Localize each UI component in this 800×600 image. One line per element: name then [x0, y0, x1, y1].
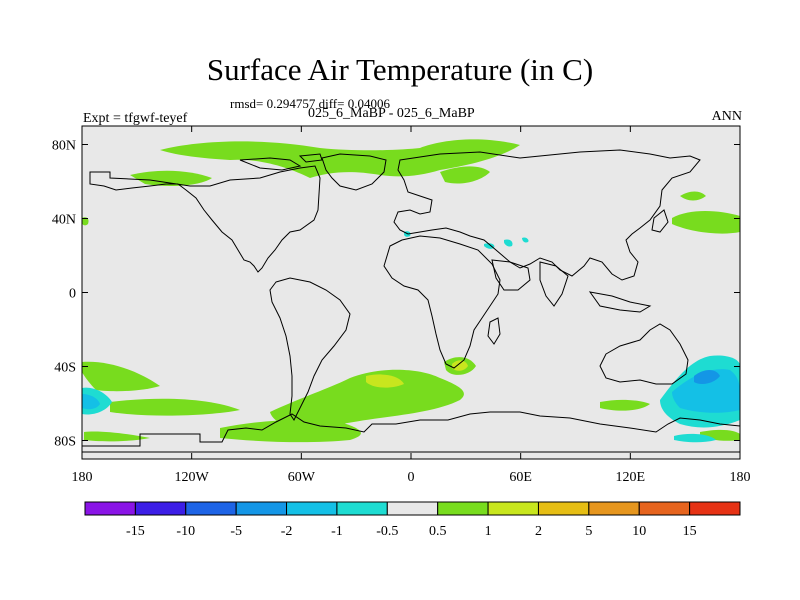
colorbar-swatch [235, 501, 288, 516]
x-tick-label: 0 [408, 470, 415, 485]
anomaly-cyan-antarctic-east [674, 433, 716, 443]
coastline-greenland [321, 153, 387, 191]
coastline-north-america [89, 165, 321, 273]
colorbar-swatch [336, 501, 388, 516]
coastline-south-america [269, 277, 351, 421]
x-tick-label: 120E [616, 470, 646, 485]
x-tick-label: 120W [175, 470, 210, 485]
experiment-label: Expt = tfgwf-teyef [83, 111, 188, 126]
colorbar-label: -0.5 [376, 524, 398, 539]
anomaly-deepblue-new-zealand [694, 370, 720, 384]
colorbar: -15 -10 -5 -2 -1 -0.5 0.5 1 2 5 10 15 [84, 501, 741, 539]
colorbar-label: -2 [281, 524, 293, 539]
anomaly-green-arctic [160, 139, 520, 178]
anomaly-green-west-edge [82, 217, 89, 226]
colorbar-swatch [689, 501, 741, 516]
colorbar-swatch [185, 501, 237, 516]
y-tick-label: 80N [52, 139, 76, 154]
coastline-madagascar [487, 317, 501, 345]
y-tick-label: 40N [52, 213, 76, 228]
anomaly-blue-new-zealand [672, 369, 740, 413]
colorbar-label: -5 [230, 524, 242, 539]
coastline-japan [651, 209, 669, 233]
x-tick-label: 60W [288, 470, 316, 485]
anomaly-green-pacific-ne [672, 191, 740, 234]
colorbar-swatch [537, 501, 590, 516]
colorbar-label: 5 [585, 524, 592, 539]
coastline-india [539, 261, 569, 307]
colorbar-swatch [588, 501, 640, 516]
colorbar-label: -10 [176, 524, 195, 539]
y-tick-label: 40S [54, 361, 76, 376]
colorbar-label: 0.5 [429, 524, 447, 539]
case-line: 025_6_MaBP - 025_6_MaBP [308, 106, 475, 121]
anomaly-yellow-africa [452, 360, 468, 371]
colorbar-swatch [134, 501, 187, 516]
colorbar-label: 1 [485, 524, 492, 539]
coastline-australia [599, 323, 689, 385]
season-label: ANN [711, 109, 742, 124]
anomaly-layer [82, 139, 740, 443]
y-tick-label: 0 [69, 287, 76, 302]
coastline-arabia [491, 259, 531, 291]
coastline-indonesia [588, 291, 652, 313]
x-tick-label: 180 [730, 470, 751, 485]
x-tick-label: 60E [509, 470, 532, 485]
anomaly-blue-west-edge [82, 394, 100, 410]
x-tick-label: 180 [72, 470, 93, 485]
coastline-antarctica [82, 411, 740, 453]
colorbar-swatch [386, 501, 439, 516]
anomaly-green-antarctic [84, 420, 361, 443]
colorbar-label: -15 [126, 524, 145, 539]
anomaly-yellow-south-atlantic [366, 374, 404, 388]
colorbar-swatch [487, 501, 539, 516]
anomaly-green-southern-pacific-2 [110, 398, 240, 416]
coastline-eurasia [393, 149, 701, 281]
anomaly-green-southern-pacific [82, 361, 160, 392]
y-tick-label: 80S [54, 435, 76, 450]
anomaly-green-australia-south [600, 399, 740, 441]
colorbar-swatch [437, 501, 489, 516]
coastlines [82, 149, 740, 453]
colorbar-swatch [638, 501, 691, 516]
stats-line: rmsd= 0.294757 diff= 0.04006 [230, 96, 390, 111]
y-axis: 80N 40N 0 40S 80S [52, 139, 740, 450]
anomaly-green-canada [130, 170, 212, 186]
anomaly-cyan-mideast [484, 237, 529, 249]
colorbar-label: 10 [632, 524, 646, 539]
colorbar-label: -1 [331, 524, 343, 539]
anomaly-green-siberia [440, 166, 490, 184]
x-axis: 180 120W 60W 0 60E 120E 180 [72, 126, 751, 485]
colorbar-swatch [286, 501, 338, 516]
map-title: Surface Air Temperature (in C) [206, 52, 594, 87]
coastline-arctic-islands [239, 153, 323, 171]
colorbar-label: 15 [683, 524, 697, 539]
anomaly-green-south-atlantic [270, 369, 464, 432]
coastline-africa [383, 235, 501, 369]
colorbar-swatch [84, 501, 136, 516]
colorbar-label: 2 [535, 524, 542, 539]
